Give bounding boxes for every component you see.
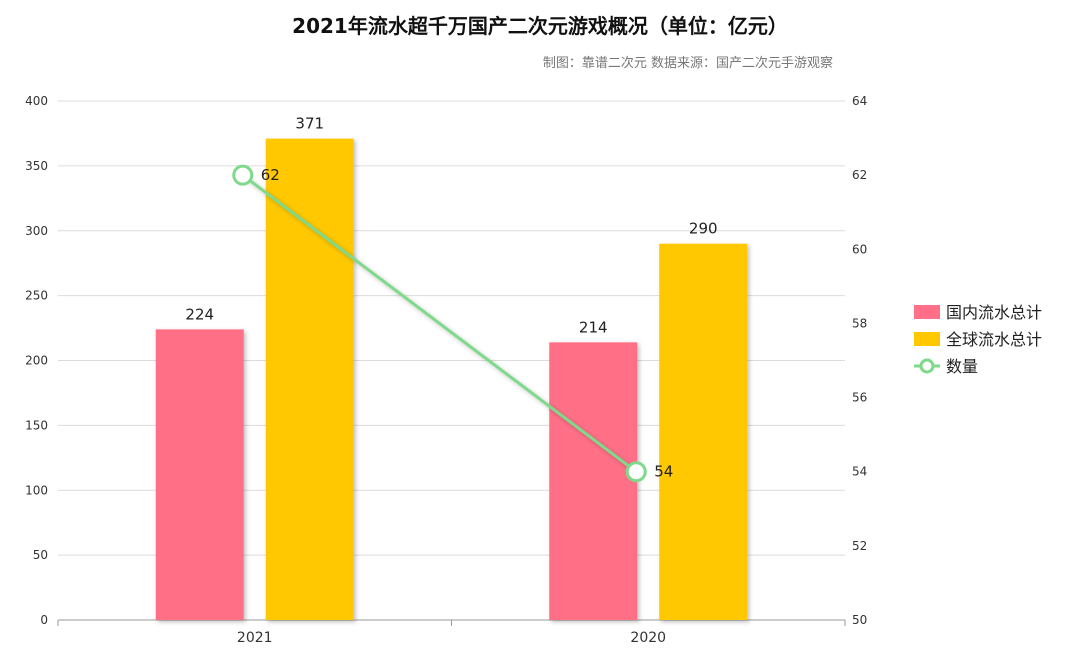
right-axis-tick-label: 54 [852,465,867,479]
x-axis-tick-label: 2021 [237,630,273,646]
bar [155,329,244,620]
bar [549,342,638,620]
right-axis-tick-label: 64 [852,94,867,108]
legend-label: 全球流水总计 [946,330,1042,349]
bar-layer [155,138,748,620]
line-data-label: 54 [654,463,673,481]
label-layer: 224 214 371 290 62 54 [185,115,717,481]
series-line [241,173,638,473]
left-axis-tick-label: 400 [25,94,48,108]
legend-marker [919,358,935,374]
right-axis-tick-label: 50 [852,613,867,627]
right-axis-tick-label: 52 [852,539,867,553]
left-axis-tick-label: 0 [40,613,48,627]
line-point [625,461,647,483]
x-axis-tick-label: 2020 [630,630,666,646]
right-axis-tick-label: 56 [852,391,867,405]
left-axis-tick-label: 200 [25,354,48,368]
left-axis-tick-label: 300 [25,224,48,238]
right-axis-tick-label: 58 [852,316,867,330]
legend-swatch [914,332,940,346]
bar-data-label: 371 [295,115,324,133]
bar-data-label: 290 [689,220,718,238]
legend-label: 国内流水总计 [946,303,1042,322]
line-point [232,164,254,186]
left-axis-tick-label: 50 [33,548,48,562]
line-data-label: 62 [261,166,280,184]
left-axis-tick-label: 100 [25,483,48,497]
right-axis-tick-label: 62 [852,168,867,182]
line-layer [232,164,647,483]
chart-subtitle: 制图：靠谱二次元 数据来源：国产二次元手游观察 [542,56,833,71]
bar-data-label: 214 [579,318,608,336]
left-axis-tick-label: 250 [25,289,48,303]
left-axis-tick-label: 350 [25,159,48,173]
chart-title: 2021年流水超千万国产二次元游戏概况（单位：亿元） [292,14,788,38]
right-axis-tick-label: 60 [852,242,867,256]
legend-swatch [914,305,940,319]
legend-label: 数量 [946,357,978,376]
bar [265,138,354,620]
bar [659,243,748,620]
bar-data-label: 224 [185,305,214,323]
left-axis-tick-label: 150 [25,418,48,432]
